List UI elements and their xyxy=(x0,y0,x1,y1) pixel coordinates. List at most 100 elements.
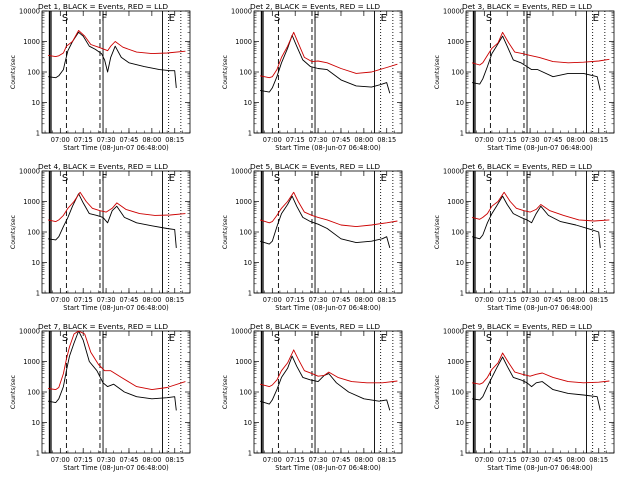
event-marker-label: E xyxy=(381,333,387,344)
x-tick-label: 07:15 xyxy=(286,296,305,304)
x-tick-label: 07:15 xyxy=(498,136,517,144)
y-tick-label: 10 xyxy=(456,99,464,107)
x-tick-label: 07:00 xyxy=(475,136,494,144)
y-tick-label: 1 xyxy=(248,289,252,297)
x-tick-label: 07:00 xyxy=(475,296,494,304)
x-tick-label: 07:30 xyxy=(309,456,328,464)
x-tick-label: 07:15 xyxy=(74,296,93,304)
x-tick-label: 07:15 xyxy=(74,456,93,464)
x-tick-label: 07:00 xyxy=(263,296,282,304)
x-tick-label: 07:30 xyxy=(97,136,116,144)
x-tick-label: 08:00 xyxy=(354,136,373,144)
x-tick-label: 07:30 xyxy=(97,296,116,304)
chart-panel: Det 1, BLACK = Events, RED = LLD 1 10 100 10… xyxy=(10,2,191,152)
x-tick-label: 07:45 xyxy=(119,296,138,304)
x-tick-label: 08:00 xyxy=(566,456,585,464)
y-axis-label: Counts/sec xyxy=(10,214,17,249)
series-line-red xyxy=(472,352,610,385)
y-tick-label: 100 xyxy=(27,388,40,396)
series-line-red xyxy=(259,191,398,228)
x-tick-label: 07:45 xyxy=(119,456,138,464)
series-line-red xyxy=(259,349,398,388)
plot-frame xyxy=(465,10,615,134)
chart-panel: Det 3, BLACK = Events, RED = LLD 1 10 100 10… xyxy=(434,2,615,152)
series-line-red xyxy=(48,191,186,223)
plot-frame xyxy=(41,330,191,454)
event-marker-label: S xyxy=(274,333,280,344)
y-tick-label: 10 xyxy=(244,419,252,427)
event-marker-label: E xyxy=(169,333,175,344)
series-line-red xyxy=(48,330,186,391)
x-tick-label: 07:15 xyxy=(74,136,93,144)
chart-title: Det 6, BLACK = Events, RED = LLD xyxy=(462,162,592,171)
x-tick-label: 08:15 xyxy=(165,456,184,464)
chart-panel: Det 6, BLACK = Events, RED = LLD 1 10 100 10… xyxy=(434,162,615,312)
x-tick-label: 08:15 xyxy=(377,456,396,464)
y-tick-label: 10000 xyxy=(231,327,252,335)
y-tick-label: 1 xyxy=(460,449,464,457)
y-tick-label: 10000 xyxy=(19,327,40,335)
x-tick-label: 07:30 xyxy=(521,456,540,464)
x-tick-label: 07:00 xyxy=(51,136,70,144)
y-tick-label: 100 xyxy=(451,388,464,396)
event-marker-label: S xyxy=(62,173,68,184)
event-marker-label: F xyxy=(102,173,108,184)
event-marker-label: S xyxy=(486,13,492,24)
x-tick-label: 07:30 xyxy=(309,296,328,304)
chart-title: Det 5, BLACK = Events, RED = LLD xyxy=(250,162,380,171)
series-line-black xyxy=(48,330,177,411)
x-tick-label: 08:00 xyxy=(142,296,161,304)
x-axis-label: Start Time (08-Jun-07 06:48:00) xyxy=(63,304,169,312)
series-line-black xyxy=(48,193,177,248)
event-marker-label: E xyxy=(381,13,387,24)
plot-frame xyxy=(253,10,403,134)
event-marker-label: S xyxy=(486,333,492,344)
x-tick-label: 08:15 xyxy=(165,136,184,144)
series-line-black xyxy=(472,35,601,91)
y-tick-label: 10 xyxy=(244,259,252,267)
x-axis-label: Start Time (08-Jun-07 06:48:00) xyxy=(63,464,169,472)
chart-title: Det 2, BLACK = Events, RED = LLD xyxy=(250,2,380,11)
plot-frame xyxy=(465,170,615,294)
y-tick-label: 10000 xyxy=(443,327,464,335)
y-axis-label: Counts/sec xyxy=(10,374,17,409)
y-tick-label: 10 xyxy=(244,99,252,107)
x-tick-label: 07:15 xyxy=(286,136,305,144)
event-marker-label: F xyxy=(314,333,320,344)
series-line-red xyxy=(260,31,398,79)
series-line-black xyxy=(260,34,391,94)
x-tick-label: 07:30 xyxy=(521,296,540,304)
y-tick-label: 1 xyxy=(36,129,40,137)
y-tick-label: 10 xyxy=(456,419,464,427)
y-tick-label: 1000 xyxy=(23,198,40,206)
y-tick-label: 10 xyxy=(456,259,464,267)
series-line-red xyxy=(471,191,610,222)
x-tick-label: 07:45 xyxy=(543,136,562,144)
y-tick-label: 10 xyxy=(32,419,40,427)
x-tick-label: 08:15 xyxy=(377,136,396,144)
x-tick-label: 08:15 xyxy=(589,136,608,144)
x-tick-label: 07:45 xyxy=(331,456,350,464)
chart-panel: Det 7, BLACK = Events, RED = LLD 1 10 100 10… xyxy=(10,322,191,472)
event-marker-label: F xyxy=(526,333,532,344)
x-tick-label: 08:00 xyxy=(566,136,585,144)
series-line-black xyxy=(259,195,391,249)
x-tick-label: 08:00 xyxy=(354,456,373,464)
x-tick-label: 08:15 xyxy=(589,296,608,304)
chart-title: Det 8, BLACK = Events, RED = LLD xyxy=(250,322,380,331)
x-axis-label: Start Time (08-Jun-07 06:48:00) xyxy=(487,464,593,472)
series-line-black xyxy=(472,356,601,411)
y-tick-label: 10000 xyxy=(231,167,252,175)
x-tick-label: 07:45 xyxy=(543,456,562,464)
x-tick-label: 07:15 xyxy=(498,296,517,304)
y-tick-label: 1000 xyxy=(235,38,252,46)
x-axis-label: Start Time (08-Jun-07 06:48:00) xyxy=(275,464,381,472)
y-tick-label: 1 xyxy=(460,289,464,297)
event-marker-label: S xyxy=(62,13,68,24)
y-axis-label: Counts/sec xyxy=(222,54,229,89)
y-tick-label: 1000 xyxy=(447,198,464,206)
y-tick-label: 10000 xyxy=(19,7,40,15)
y-axis-label: Counts/sec xyxy=(222,214,229,249)
x-tick-label: 07:45 xyxy=(119,136,138,144)
